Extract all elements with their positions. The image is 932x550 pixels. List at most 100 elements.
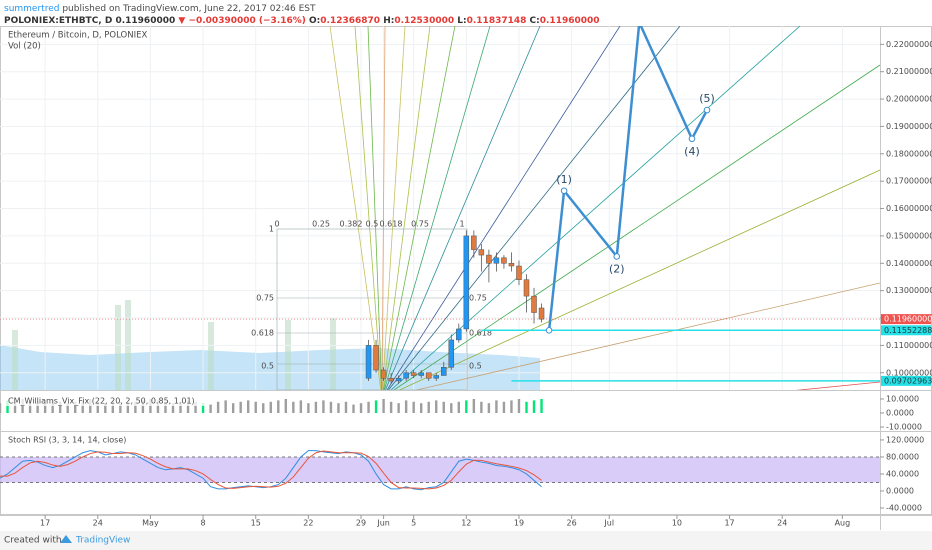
candle-body <box>380 369 387 379</box>
vix-bar <box>216 401 220 413</box>
y-tick-label: 0.14000000 <box>886 259 932 268</box>
wave-point <box>560 187 568 195</box>
open: 0.12366870 <box>320 16 380 26</box>
vix-bar <box>81 400 84 413</box>
candle-body <box>493 257 500 264</box>
vix-bar <box>58 401 62 413</box>
candle-body <box>365 345 372 379</box>
y-tick-label: 0.20000000 <box>886 95 932 104</box>
vix-bar <box>502 401 506 413</box>
fan-line <box>398 169 880 390</box>
gann-label: 0 <box>274 220 279 229</box>
vix-bar <box>164 401 167 413</box>
footer-brand[interactable]: TradingView <box>75 536 130 546</box>
pane-subtitle: Vol (20) <box>8 42 41 52</box>
gann-label: 0.5 <box>366 220 379 229</box>
vix-bar <box>495 400 498 413</box>
vix-bar <box>96 401 99 413</box>
vix-bar <box>472 398 476 413</box>
x-tick-label: 29 <box>356 519 366 528</box>
gann-label: 0.75 <box>256 294 274 303</box>
pane-title-bg <box>6 395 206 406</box>
vix-bar <box>487 403 491 413</box>
vix-bar <box>450 403 453 413</box>
gann-label: 0.25 <box>312 220 330 229</box>
fan-line <box>795 381 880 390</box>
y-tick-label: 0.19000000 <box>886 122 932 131</box>
y-tick-label: 0.0000 <box>886 408 914 417</box>
vix-bar <box>337 403 340 413</box>
candle-body <box>456 328 462 341</box>
gann-label: 0.5 <box>469 362 482 371</box>
vix-bar <box>104 403 107 413</box>
level-box <box>881 325 931 336</box>
gann-label: 0.618 <box>251 329 274 338</box>
y-tick-label: 120.0000 <box>886 435 924 444</box>
wave-label: (2) <box>609 262 625 275</box>
x-tick-label: 17 <box>40 519 50 528</box>
vix-bar <box>66 403 69 413</box>
x-tick-label: May <box>142 519 159 528</box>
price: 0.11960000 <box>115 16 175 26</box>
wave-label: (4) <box>684 145 700 158</box>
vix-bar <box>141 400 145 413</box>
candle-body <box>388 377 394 382</box>
x-tick-label: 24 <box>777 519 787 528</box>
vix-bar <box>0 403 2 413</box>
stoch-line <box>0 450 542 490</box>
vix-bar <box>435 400 438 413</box>
header-line-2: POLONIEX:ETHBTC, D 0.11960000 ▼ −0.00390… <box>4 16 600 26</box>
vix-bar <box>442 401 445 413</box>
y-tick-label: 40.0000 <box>886 469 919 478</box>
candle-body <box>471 235 477 250</box>
vix-bar <box>269 401 272 413</box>
vix-bar <box>540 398 543 413</box>
x-tick-label: Aug <box>835 519 851 528</box>
wave-line <box>547 26 709 331</box>
candle-body <box>531 295 537 313</box>
x-tick-label: 24 <box>93 519 103 528</box>
vix-bar <box>517 398 521 413</box>
vix-bar <box>224 400 227 413</box>
vix-bar <box>307 403 310 413</box>
x-tick-label: 8 <box>201 519 206 528</box>
vix-bar <box>329 401 333 413</box>
vix-bar <box>277 400 280 413</box>
y-tick-label: 80.0000 <box>886 452 919 461</box>
fan-line <box>386 26 621 390</box>
vix-bar <box>359 403 363 413</box>
x-tick-label: 12 <box>461 519 471 528</box>
gann-label: 0.618 <box>469 329 492 338</box>
y-tick-label: 0.13000000 <box>886 286 932 295</box>
y-tick-label: 0.21000000 <box>886 67 932 76</box>
fan-line <box>329 26 382 390</box>
pane-group: 0 0.25 0.382 0.5 0.618 0.75 110.750.6180.50.75… <box>0 26 880 384</box>
candle-body <box>523 279 530 297</box>
level-label: 0.09702963 <box>884 376 932 385</box>
candle-body <box>425 372 432 379</box>
change: ▼ −0.00390000 (−3.16%) <box>178 16 306 26</box>
wave-point <box>703 106 711 114</box>
fan-line <box>381 26 386 390</box>
candle-body <box>395 377 402 382</box>
y-tick-label: 0.16000000 <box>886 204 932 213</box>
y-tick-label: 0.15000000 <box>886 231 932 240</box>
pane-group <box>0 26 880 390</box>
candle-body <box>410 372 417 376</box>
fan-line <box>393 64 880 390</box>
level-box <box>881 375 931 386</box>
gann-label: 0.382 <box>340 220 363 229</box>
x-tick-label: 10 <box>672 519 682 528</box>
x-tick-label: Jun <box>376 519 390 528</box>
author: summertred <box>4 4 59 14</box>
footer-created: Created with <box>4 536 62 546</box>
candle-body <box>508 263 515 267</box>
vix-bar <box>36 401 39 413</box>
vix-bar <box>126 403 130 413</box>
vix-bar <box>480 401 483 413</box>
published: published on TradingView.com, June 22, 2… <box>62 4 316 14</box>
candle-body <box>441 367 447 376</box>
vix-bar <box>397 403 400 413</box>
pane-group <box>0 450 880 491</box>
h-label: H: <box>383 16 394 26</box>
